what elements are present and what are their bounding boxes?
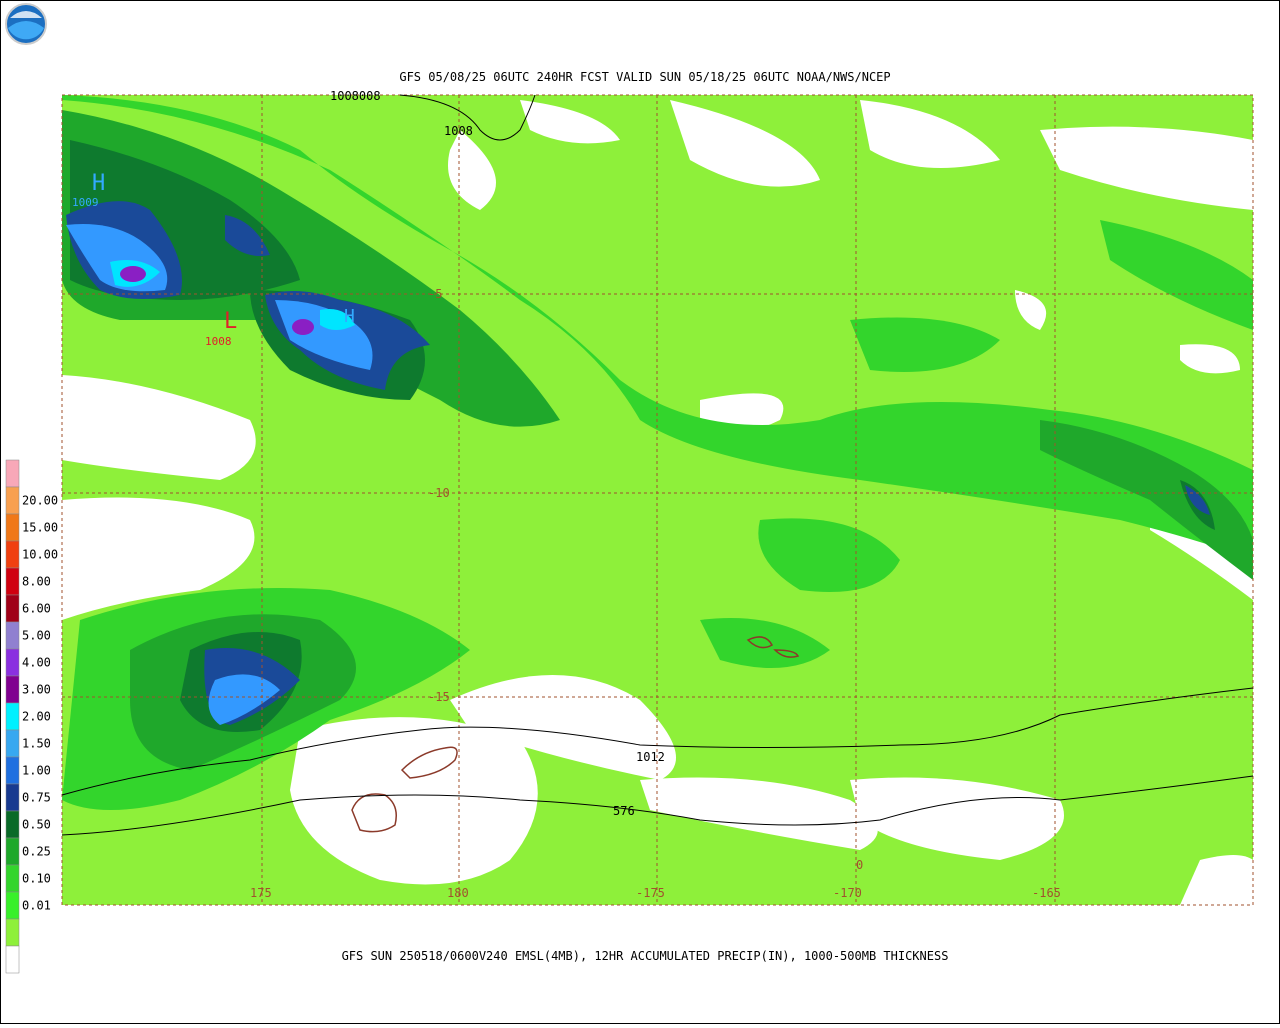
contours — [61, 94, 1254, 836]
legend-swatch — [5, 729, 20, 758]
legend-label: 20.00 — [22, 494, 58, 508]
high-marker: H — [92, 171, 105, 196]
contour-label: 0 — [856, 858, 863, 872]
isobar-label: 1008 — [444, 124, 473, 138]
legend-label: 0.25 — [22, 845, 51, 859]
longitude-label: 180 — [447, 886, 469, 900]
latitude-label: -5 — [428, 287, 442, 301]
legend-label: 0.50 — [22, 818, 51, 832]
legend-swatch — [5, 513, 20, 542]
legend-swatch — [5, 540, 20, 569]
legend-label: 1.00 — [22, 764, 51, 778]
low-marker: L — [224, 309, 237, 334]
legend-swatch — [5, 918, 20, 947]
longitude-label: -170 — [833, 886, 862, 900]
legend-swatch — [5, 783, 20, 812]
thickness-label: 576 — [613, 804, 635, 818]
legend-swatch — [5, 945, 20, 974]
legend-label: 2.00 — [22, 710, 51, 724]
graticule — [61, 94, 1254, 906]
low-value: 1008 — [205, 335, 232, 348]
legend-swatch — [5, 486, 20, 515]
legend-swatch — [5, 594, 20, 623]
map-caption: GFS SUN 250518/0600V240 EMSL(4MB), 12HR … — [342, 949, 949, 963]
legend: 20.00 15.00 10.00 8.00 6.00 5.00 4.00 3.00 2.00 1… — [5, 459, 58, 974]
noaa-logo — [5, 3, 47, 45]
latitude-label: -10 — [428, 486, 450, 500]
legend-swatch — [5, 675, 20, 704]
legend-swatch — [5, 756, 20, 785]
legend-swatch — [5, 459, 20, 488]
high-marker: H — [344, 306, 355, 327]
legend-swatch — [5, 702, 20, 731]
legend-swatch — [5, 891, 20, 920]
legend-swatch — [5, 648, 20, 677]
legend-swatch — [5, 621, 20, 650]
legend-label: 10.00 — [22, 548, 58, 562]
legend-label: 1.50 — [22, 737, 51, 751]
geo-labels: 175 180 -175 -170 -165 -5 -10 -15 — [250, 287, 1061, 900]
legend-label: 0.10 — [22, 872, 51, 886]
high-value: 1009 — [72, 196, 99, 209]
longitude-label: -175 — [636, 886, 665, 900]
legend-label: 15.00 — [22, 521, 58, 535]
legend-swatch — [5, 810, 20, 839]
legend-label: 0.01 — [22, 899, 51, 913]
longitude-label: 175 — [250, 886, 272, 900]
legend-label: 4.00 — [22, 656, 51, 670]
isobar-label: 1012 — [636, 750, 665, 764]
latitude-label: -15 — [428, 690, 450, 704]
longitude-label: -165 — [1032, 886, 1061, 900]
map-title: GFS 05/08/25 06UTC 240HR FCST VALID SUN … — [399, 70, 890, 84]
legend-label: 6.00 — [22, 602, 51, 616]
legend-label: 5.00 — [22, 629, 51, 643]
legend-label: 3.00 — [22, 683, 51, 697]
legend-swatch — [5, 837, 20, 866]
legend-label: 0.75 — [22, 791, 51, 805]
legend-swatch — [5, 864, 20, 893]
annotations: H 1009 L 1008 H 1008008 1008 1012 576 0 — [72, 89, 863, 872]
isobar-label: 1008008 — [330, 89, 381, 103]
legend-label: 8.00 — [22, 575, 51, 589]
legend-swatch — [5, 567, 20, 596]
